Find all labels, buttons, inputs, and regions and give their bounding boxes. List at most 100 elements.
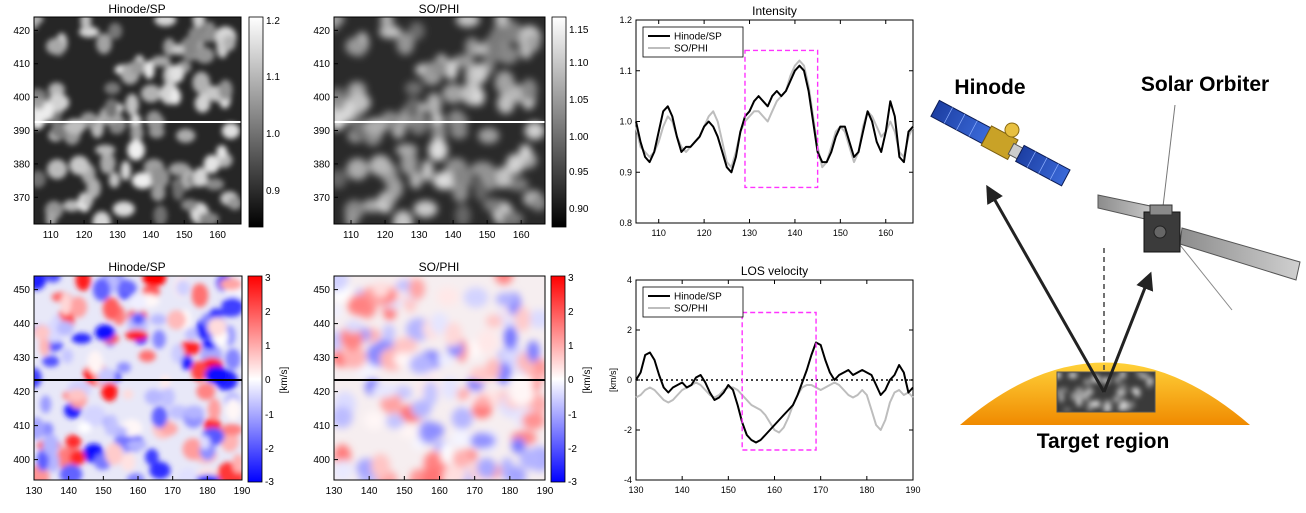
velocity-cell	[451, 429, 471, 448]
granule	[146, 110, 163, 130]
velocity-cell	[380, 392, 403, 414]
velocity-cell	[178, 341, 201, 356]
y-tick-label: 390	[13, 126, 30, 137]
y-tick-label: 450	[313, 285, 330, 296]
velocity-cell	[496, 361, 512, 385]
granule	[1103, 405, 1110, 412]
colorbar-tick: 0.90	[569, 204, 589, 215]
granule	[144, 60, 155, 80]
x-tick-label: 130	[742, 228, 757, 238]
velocity-cell	[138, 350, 156, 363]
legend-label: Hinode/SP	[674, 32, 722, 43]
velocity-cell	[196, 382, 216, 400]
velocity-cell	[437, 353, 453, 367]
velocity-cell	[56, 321, 74, 336]
granule	[140, 84, 162, 103]
granule	[380, 17, 394, 33]
velocity-cell	[182, 438, 204, 460]
velocity-cell	[129, 293, 147, 312]
velocity-cell	[181, 355, 193, 370]
series-line-hinode	[635, 64, 914, 174]
granule	[405, 97, 421, 120]
velocity-cell	[175, 279, 190, 296]
velocity-cell	[392, 337, 418, 354]
x-tick-label: 130	[326, 486, 343, 497]
x-tick-label: 190	[905, 485, 920, 495]
granule	[1076, 399, 1082, 407]
x-tick-label: 110	[652, 228, 666, 238]
velocity-cell	[131, 313, 145, 326]
x-tick-label: 110	[343, 230, 359, 241]
granule	[431, 122, 447, 144]
y-tick-label: 370	[313, 193, 330, 204]
velocity-cell	[45, 276, 61, 283]
granule	[521, 78, 538, 102]
velocity-cell	[101, 382, 118, 402]
colorbar-tick: -2	[265, 444, 274, 455]
velocity-cell	[225, 348, 241, 370]
velocity-pattern-hinode	[34, 276, 242, 480]
granule	[408, 21, 425, 41]
velocity-cell	[160, 375, 171, 389]
x-tick-label: 170	[164, 486, 181, 497]
y-tick-label: 0.9	[619, 167, 632, 177]
granule	[504, 20, 521, 44]
granule	[1146, 377, 1154, 385]
velocity-cell	[463, 287, 489, 308]
granule	[334, 17, 345, 26]
colorbar-label: [km/s]	[582, 366, 593, 393]
granule	[172, 180, 185, 201]
granule	[455, 17, 480, 28]
solar-orbiter-label: Solar Orbiter	[1141, 73, 1269, 96]
target-region-label: Target region	[1037, 430, 1170, 453]
granule	[120, 160, 131, 181]
velocity-cell	[441, 376, 459, 400]
velocity-cell	[34, 276, 47, 291]
granule	[1068, 372, 1078, 379]
velocity-cell	[370, 453, 391, 479]
granule	[526, 34, 541, 52]
velocity-cell	[45, 451, 60, 473]
granule	[95, 144, 116, 156]
velocity-map-sophi-axes: 130 140 150 160 170 180 190 400 410 420 430 440 450	[313, 285, 553, 497]
velocity-cell	[191, 360, 208, 382]
solar-orbiter-spacecraft	[1097, 104, 1301, 311]
granule	[131, 172, 154, 189]
velocity-cell	[204, 365, 229, 385]
velocity-cell	[469, 432, 496, 449]
velocity-cell	[473, 395, 491, 408]
granule	[202, 21, 217, 43]
granule	[193, 167, 208, 187]
colorbar-intensity-hinode	[248, 16, 264, 228]
granule	[96, 33, 112, 55]
y-tick-label: 450	[13, 285, 30, 296]
colorbar-tick: 2	[265, 307, 271, 318]
velocity-cell	[485, 358, 501, 380]
y-tick-label: 380	[13, 159, 30, 170]
velocity-cell	[184, 327, 198, 341]
y-tick-label: 400	[313, 455, 330, 466]
colorbar-velocity-sophi	[550, 275, 566, 483]
x-tick-label: 110	[43, 230, 59, 241]
granule	[1121, 399, 1127, 407]
x-tick-label: 180	[501, 486, 518, 497]
granule	[1134, 387, 1141, 398]
granule	[151, 55, 171, 67]
granule	[34, 170, 46, 188]
colorbar-tick: 1.1	[266, 72, 280, 83]
granule	[192, 71, 211, 94]
arrow-to-hinode	[986, 184, 1106, 393]
granule	[101, 153, 116, 174]
y-tick-label: -4	[624, 475, 632, 485]
velocity-cell	[151, 406, 168, 429]
velocity-cell	[102, 297, 120, 321]
x-tick-label: 150	[176, 230, 193, 241]
granule	[364, 117, 388, 136]
colorbar-intensity-sophi	[551, 16, 567, 228]
y-tick-label: 410	[313, 59, 330, 70]
granule	[428, 138, 448, 162]
intensity-map-sophi: SO/PHI 110 120 130 140 150 160 370 380 390 400 410…	[313, 2, 589, 241]
granulation-pattern-sophi	[334, 17, 545, 224]
granule	[454, 204, 471, 224]
